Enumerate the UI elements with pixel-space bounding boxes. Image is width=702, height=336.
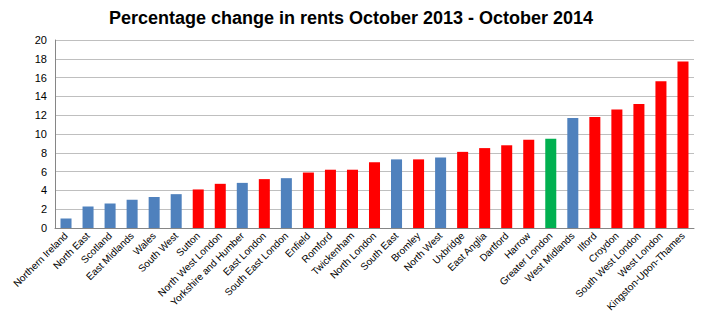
svg-text:South West London: South West London <box>573 230 643 300</box>
svg-text:North London: North London <box>327 230 379 281</box>
svg-text:South East: South East <box>358 230 401 273</box>
svg-text:Romford: Romford <box>299 230 335 265</box>
svg-text:Scotland: Scotland <box>78 230 114 266</box>
svg-text:South East London: South East London <box>222 230 290 298</box>
svg-text:Uxbridge: Uxbridge <box>430 230 467 267</box>
svg-text:10: 10 <box>35 128 47 140</box>
svg-text:Northern Ireland: Northern Ireland <box>11 230 70 289</box>
svg-text:12: 12 <box>35 109 47 121</box>
svg-text:Percentage change in rents Oct: Percentage change in rents October 2013 … <box>109 8 593 28</box>
svg-text:Yorkshire and Humber: Yorkshire and Humber <box>168 230 247 308</box>
svg-text:4: 4 <box>41 184 47 196</box>
svg-text:North East: North East <box>50 230 92 272</box>
svg-text:East Anglia: East Anglia <box>445 230 489 274</box>
svg-text:Sutton: Sutton <box>173 230 203 259</box>
svg-text:Bromley: Bromley <box>388 230 423 264</box>
svg-text:18: 18 <box>35 53 47 65</box>
svg-text:2: 2 <box>41 203 47 215</box>
svg-text:Harrow: Harrow <box>502 230 533 261</box>
svg-text:20: 20 <box>35 34 47 46</box>
svg-text:Greater London: Greater London <box>497 230 555 288</box>
svg-text:North West London: North West London <box>155 230 225 299</box>
svg-text:Dartford: Dartford <box>477 230 510 263</box>
svg-text:8: 8 <box>41 147 47 159</box>
svg-text:Enfield: Enfield <box>282 230 313 260</box>
svg-text:North West: North West <box>401 230 445 274</box>
svg-text:Twickenham: Twickenham <box>309 230 357 278</box>
svg-text:Ilford: Ilford <box>575 230 599 254</box>
svg-text:6: 6 <box>41 166 47 178</box>
svg-text:East Midlands: East Midlands <box>84 230 136 282</box>
svg-text:West London: West London <box>615 230 665 280</box>
svg-text:0: 0 <box>41 222 47 234</box>
svg-text:South West: South West <box>136 230 180 274</box>
svg-text:Croydon: Croydon <box>586 230 621 265</box>
svg-text:14: 14 <box>35 90 47 102</box>
svg-text:16: 16 <box>35 72 47 84</box>
svg-text:Kingston-Upon-Thames: Kingston-Upon-Thames <box>605 230 687 312</box>
svg-text:Wales: Wales <box>130 230 158 258</box>
svg-text:West Midlands: West Midlands <box>523 230 577 284</box>
